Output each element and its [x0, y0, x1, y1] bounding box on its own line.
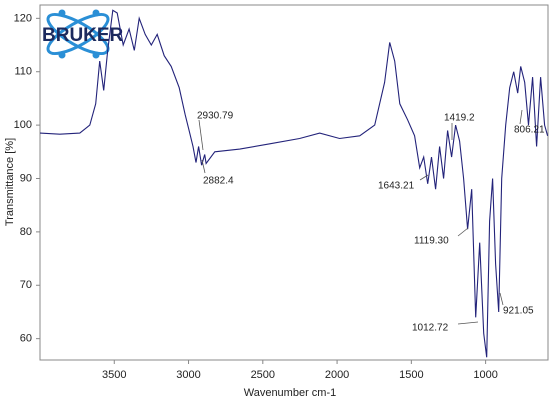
annotation-leader	[499, 292, 504, 306]
annotation: 1119.30	[414, 236, 449, 247]
y-tick-label: 90	[20, 172, 32, 184]
annotation-leader	[457, 321, 479, 325]
x-tick-label: 2500	[251, 369, 275, 381]
annotation: 1419.2	[444, 113, 475, 124]
annotation-leader	[419, 174, 429, 181]
y-tick-label: 110	[14, 66, 32, 78]
annotation-leader	[519, 109, 523, 125]
spectrum-line	[39, 9, 549, 358]
y-axis-title: Transmittance [%]	[4, 138, 16, 226]
bruker-logo: BRUKER	[42, 9, 124, 59]
annotation-leader	[198, 119, 204, 151]
y-tick-label: 120	[14, 12, 32, 24]
y-tick-label: 80	[20, 226, 32, 238]
annotation: 2882.4	[203, 176, 234, 187]
y-tick-label: 60	[20, 333, 32, 345]
logo-text: BRUKER	[42, 25, 124, 46]
x-tick-label: 3000	[176, 369, 200, 381]
x-tick-label: 3500	[102, 369, 126, 381]
annotation-leader	[457, 227, 469, 237]
x-tick-label: 1500	[399, 369, 423, 381]
y-tick-label: 100	[14, 119, 32, 131]
plot-frame	[39, 4, 549, 361]
x-tick-label: 1000	[473, 369, 497, 381]
x-axis-title: Wavenumber cm-1	[244, 387, 337, 399]
annotation: 1012.72	[412, 323, 449, 334]
x-tick-label: 2000	[325, 369, 349, 381]
annotation: 806.21	[514, 125, 545, 136]
y-tick-label: 70	[20, 279, 32, 291]
annotation-leader	[201, 159, 206, 174]
annotation: 921.05	[503, 306, 534, 317]
annotation: 2930.79	[197, 111, 234, 122]
annotation: 1643.21	[378, 181, 415, 192]
